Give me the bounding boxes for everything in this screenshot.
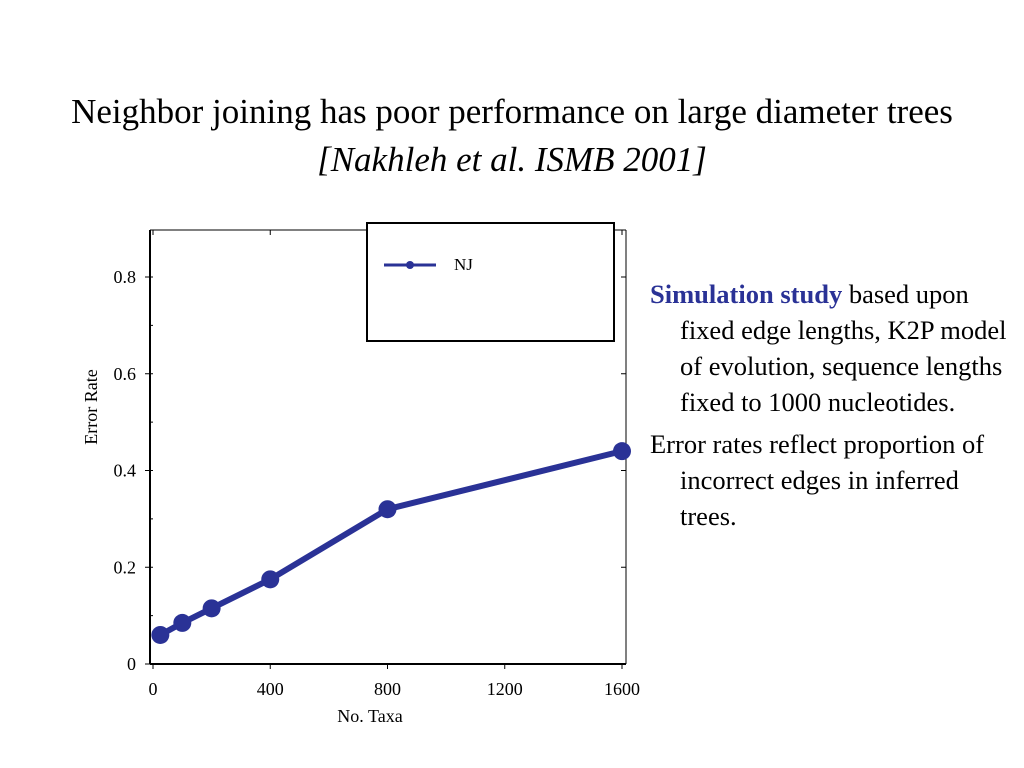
chart-legend: NJ [366,222,615,342]
y-tick-label: 0 [127,654,136,674]
data-point-nj [261,570,280,589]
data-point-nj [378,500,397,519]
x-tick-label: 800 [374,679,401,699]
bullet-simulation-study: Simulation study based upon fixed edge l… [650,276,1010,420]
data-point-nj [202,599,221,618]
data-point-nj [151,625,170,644]
x-tick-label: 1600 [604,679,640,699]
legend-label-nj: NJ [454,255,473,274]
y-tick-label: 0.8 [114,267,137,287]
bullet-list: Simulation study based upon fixed edge l… [650,276,1010,540]
legend-marker-nj [406,261,414,269]
y-tick-label: 0.6 [114,364,137,384]
series-line-nj [157,448,625,638]
bullet-error-rates: Error rates reflect proportion of incorr… [650,426,1010,534]
bullet-highlight: Simulation study [650,279,843,309]
bullet-text: based upon fixed edge lengths, K2P model… [680,279,1007,417]
title-citation: [Nakhleh et al. ISMB 2001] [317,140,707,179]
data-point-nj [173,613,192,632]
y-axis-label: Error Rate [81,369,101,444]
chart-series [151,442,631,644]
y-tick-label: 0.4 [114,461,137,481]
bullet-text: Error rates reflect proportion of incorr… [650,429,985,531]
x-axis-label: No. Taxa [337,706,402,726]
x-tick-label: 400 [257,679,284,699]
y-tick-label: 0.2 [114,557,137,577]
title-main: Neighbor joining has poor performance on… [71,92,953,131]
x-tick-label: 0 [149,679,158,699]
legend-box [366,222,615,342]
slide-title: Neighbor joining has poor performance on… [60,88,964,184]
x-tick-label: 1200 [487,679,523,699]
data-point-nj [613,442,631,461]
chart-axes: 0 0.2 0.4 0.6 0.8 0 400 800 1200 1600 No. Taxa Erro… [81,229,640,726]
